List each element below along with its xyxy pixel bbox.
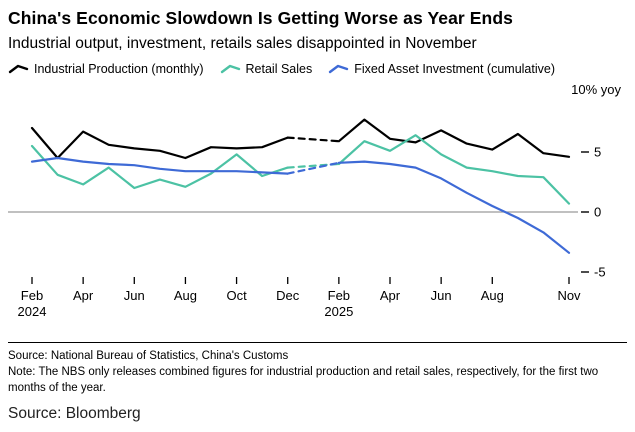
series-line-1 [337,134,571,205]
series-line-0 [30,127,289,160]
x-tick-label: Feb [21,288,43,303]
x-tick-label: Oct [226,288,247,303]
series-dashed-gap-2 [286,161,340,175]
footer-divider [8,342,627,344]
line-swatch-icon [329,65,349,74]
data-source-text: Source: National Bureau of Statistics, C… [8,350,289,363]
chart-legend: Industrial Production (monthly) Retail S… [8,62,627,76]
series-line-1 [30,145,289,190]
line-swatch-icon [8,65,29,74]
legend-item-retail-sales: Retail Sales [220,62,313,77]
series-line-0 [337,118,571,159]
legend-label: Retail Sales [245,62,313,77]
x-tick-label: Apr [380,288,401,303]
line-swatch-icon [220,65,240,74]
x-tick-label: Feb [328,288,350,303]
y-tick-label: 0 [594,205,601,220]
y-tick-label: -5 [594,265,606,280]
x-tick-label: Nov [557,288,581,303]
x-tick-label: Apr [73,288,94,303]
y-tick-label: 5 [594,145,601,160]
series-dashed-gap-1 [286,163,340,169]
series-dashed-gap-0 [286,136,340,143]
x-tick-label: Aug [481,288,504,303]
legend-label: Industrial Production (monthly) [34,62,204,77]
x-tick-label: Aug [174,288,197,303]
legend-item-fixed-asset-investment: Fixed Asset Investment (cumulative) [328,62,555,76]
legend-item-industrial-production: Industrial Production (monthly) [8,62,204,76]
x-tick-label: Jun [124,288,145,303]
bloomberg-credit: Source: Bloomberg [8,405,141,423]
x-tick-sublabel: 2024 [18,304,47,319]
x-tick-label: Dec [276,288,300,303]
series-line-2 [30,157,289,175]
x-tick-label: Jun [431,288,452,303]
chart-subtitle: Industrial output, investment, retails s… [8,34,477,52]
chart-title: China's Economic Slowdown Is Getting Wor… [8,8,513,28]
x-tick-sublabel: 2025 [324,304,353,319]
chart-area: 10% yoy 5 0 -5 Feb 2024 Apr Jun Aug Oct Dec Feb 2025… [8,78,627,329]
footnote-text: Note: The NBS only releases combined fig… [8,366,599,394]
legend-label: Fixed Asset Investment (cumulative) [354,62,556,77]
series-line-2 [337,160,571,255]
y-axis-unit-label: 10% yoy [571,82,621,97]
chart-footer: Source: National Bureau of Statistics, C… [8,342,627,423]
